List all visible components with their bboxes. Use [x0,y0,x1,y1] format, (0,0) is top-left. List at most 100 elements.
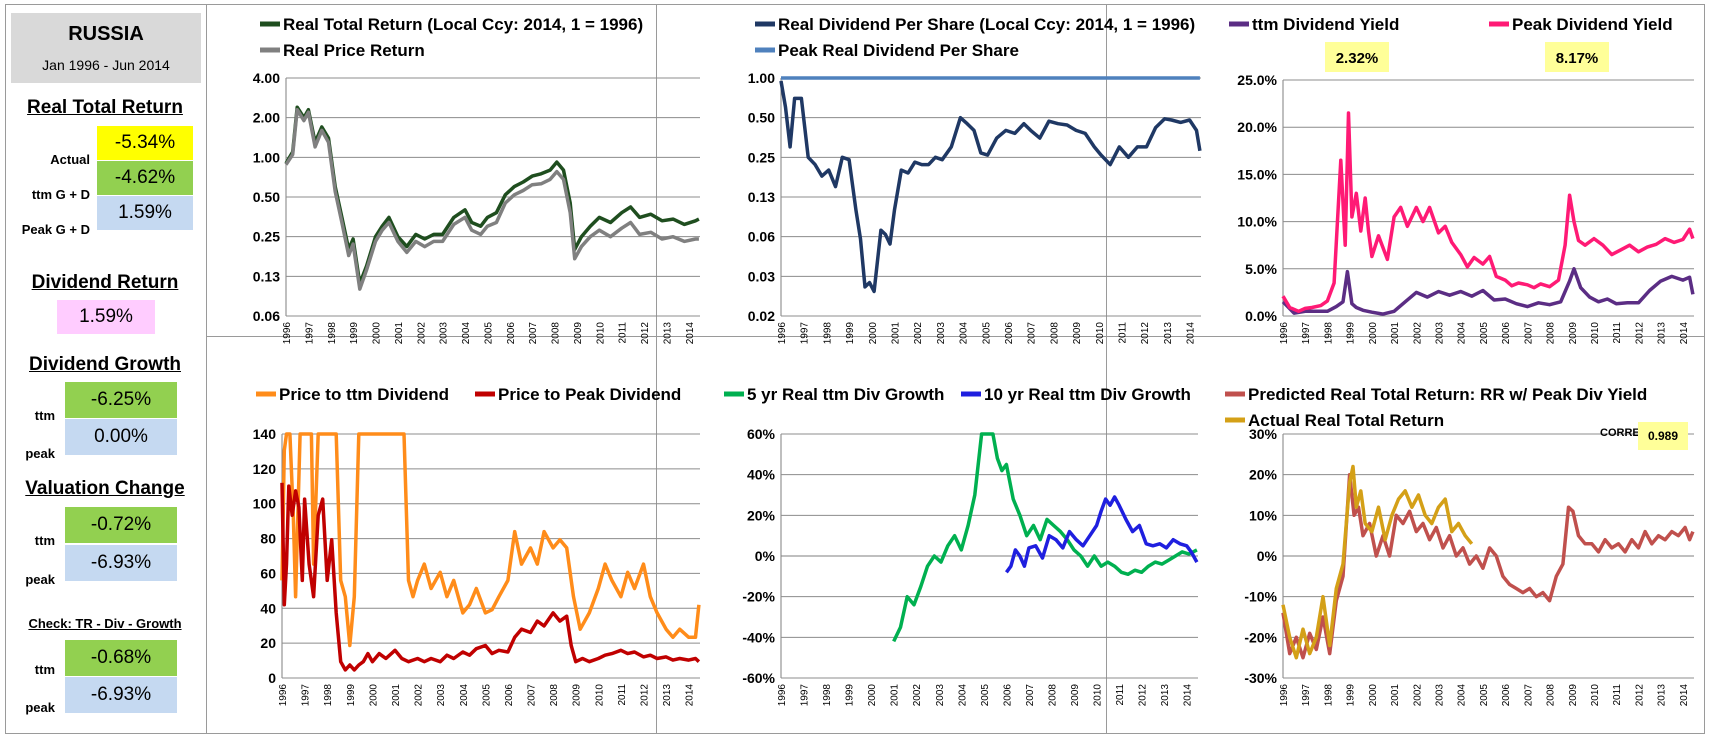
y-tick-label: 60 [260,565,276,581]
x-tick-label: 1999 [845,322,856,345]
check-peak-value: -6.93% [65,677,177,713]
x-tick-label: 1999 [346,684,357,707]
dg-peak-label: peak [25,446,55,461]
x-tick-label: 2012 [640,322,651,345]
valuation-change-title: Valuation Change [25,478,185,499]
legend-label: Price to ttm Dividend [279,385,449,404]
x-tick-label: 2011 [1115,684,1126,706]
x-tick-label: 2009 [1070,684,1081,707]
x-tick-label: 2004 [459,684,470,707]
vc-peak-value: -6.93% [65,545,177,581]
country-header: RUSSIA Jan 1996 - Jun 2014 [11,13,201,83]
x-tick-label: 2014 [1186,322,1197,345]
y-tick-label: 5.0% [1245,261,1277,277]
x-tick-label: 2002 [913,322,924,345]
x-tick-label: 2013 [1657,322,1668,345]
x-tick-label: 2000 [372,322,383,345]
y-tick-label: -10% [1244,589,1277,605]
x-tick-label: 1998 [822,322,833,345]
dg-ttm-label: ttm [34,408,55,423]
x-tick-label: 2005 [1479,322,1490,345]
x-tick-label: 2003 [935,684,946,707]
y-tick-label: 2.00 [253,110,280,126]
x-tick-label: 2011 [617,684,628,706]
rtr-actual-label: Actual [50,152,90,167]
x-tick-label: 2009 [1568,322,1579,345]
legend-label: Actual Real Total Return [1248,411,1444,430]
correl-value: 0.989 [1648,429,1678,443]
x-tick-label: 2003 [436,684,447,707]
x-tick-label: 1999 [845,684,856,707]
x-tick-label: 1999 [1346,684,1357,707]
x-tick-label: 2008 [1047,684,1058,707]
rtr-peak-value: 1.59% [97,196,193,230]
callout-box [1545,42,1609,72]
vc-ttm-label: ttm [34,533,55,548]
series-line-1 [284,107,699,291]
x-tick-label: 2010 [1590,684,1601,707]
x-tick-label: 2000 [368,684,379,707]
x-tick-label: 2009 [1072,322,1083,345]
x-tick-label: 1998 [822,684,833,707]
y-tick-label: -20% [742,589,775,605]
x-tick-label: 2012 [1140,322,1151,345]
x-tick-label: 2007 [528,322,539,345]
rtr-actual-value: -5.34% [97,126,193,160]
y-tick-label: 0.25 [748,149,775,165]
x-tick-label: 2006 [1004,322,1015,345]
y-tick-label: 30% [1249,426,1278,442]
x-tick-label: 2002 [416,322,427,345]
legend-label: Peak Real Dividend Per Share [778,41,1019,60]
x-tick-label: 1996 [777,322,788,345]
x-tick-label: 2005 [980,684,991,707]
callout-value: 2.32% [1336,50,1379,67]
series-line-0 [1281,472,1695,660]
series-line-1 [280,482,701,672]
legend-label: ttm Dividend Yield [1252,15,1399,34]
x-tick-label: 2008 [549,684,560,707]
x-tick-label: 2012 [1634,684,1645,707]
y-tick-label: 40% [747,467,776,483]
divider-col3 [1106,4,1107,734]
x-tick-label: 2012 [640,684,651,707]
x-tick-label: 1997 [304,322,315,345]
x-tick-label: 2001 [1390,684,1401,707]
legend-label: Real Dividend Per Share (Local Ccy: 2014… [778,15,1195,34]
x-tick-label: 2010 [1093,684,1104,707]
dashboard-frame [5,4,1705,734]
x-tick-label: 2013 [662,322,673,345]
x-tick-label: 2004 [1457,684,1468,707]
x-tick-label: 2006 [506,322,517,345]
y-tick-label: 1.00 [253,149,280,165]
y-tick-label: 0.0% [1245,308,1277,324]
x-tick-label: 2007 [1025,684,1036,707]
callout-box [1325,42,1389,72]
x-tick-label: 2011 [1612,684,1623,706]
x-tick-label: 2004 [1457,322,1468,345]
y-tick-label: 0.06 [748,229,775,245]
legend-label: Real Price Return [283,41,425,60]
x-tick-label: 2007 [1523,322,1534,345]
x-tick-label: 2000 [867,684,878,707]
dg-peak-value: 0.00% [65,419,177,455]
x-tick-label: 2012 [1138,684,1149,707]
x-tick-label: 1996 [278,684,289,707]
x-tick-label: 2005 [481,684,492,707]
series-line-1 [1004,495,1199,574]
x-tick-label: 2013 [1657,684,1668,707]
x-tick-label: 2004 [957,684,968,707]
x-tick-label: 2001 [1390,322,1401,345]
x-tick-label: 1999 [349,322,360,345]
x-tick-label: 2014 [1679,322,1690,345]
x-tick-label: 1996 [282,322,293,345]
x-tick-label: 2000 [868,322,879,345]
series-line-0 [280,432,701,648]
check-ttm-label: ttm [34,662,55,677]
rtr-ttm-label: ttm G + D [31,187,90,202]
x-tick-label: 1997 [800,684,811,707]
y-tick-label: 0.50 [253,189,280,205]
correl-box [1638,422,1688,450]
chart-c3: 25.0% 20.0% 15.0% 10.0% 5.0% 0.0%1996 1997 1998… [1229,15,1695,345]
legend-label: Price to Peak Dividend [498,385,681,404]
